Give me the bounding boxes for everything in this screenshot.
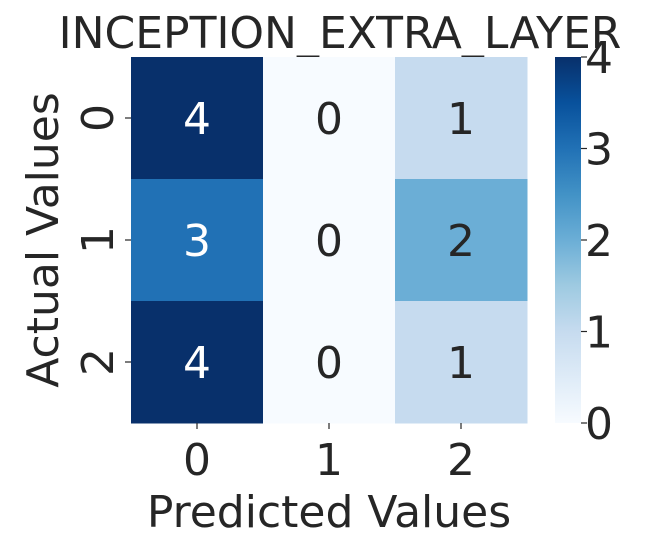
y-axis-label: Actual Values bbox=[18, 92, 69, 388]
colorbar-tick-label-2: 2 bbox=[585, 216, 613, 267]
heatmap-cell-r0-c1 bbox=[263, 57, 396, 180]
heatmap-cell-r2-c0 bbox=[131, 301, 264, 424]
heatmap-cell-r0-c2 bbox=[395, 57, 528, 180]
cell-value-r0-c2: 1 bbox=[447, 94, 475, 145]
cell-value-r2-c1: 0 bbox=[315, 338, 343, 389]
cell-value-r2-c0: 4 bbox=[183, 338, 211, 389]
cell-value-r1-c1: 0 bbox=[315, 216, 343, 267]
x-axis-ticks: 0 1 2 bbox=[183, 423, 475, 486]
heatmap-cell-r1-c0 bbox=[131, 179, 264, 302]
x-tick-label-1: 1 bbox=[315, 435, 343, 486]
colorbar-tick-label-4: 4 bbox=[585, 33, 613, 84]
colorbar bbox=[555, 57, 581, 423]
cell-value-r1-c2: 2 bbox=[447, 216, 475, 267]
cell-value-r0-c1: 0 bbox=[315, 94, 343, 145]
y-tick-label-0: 0 bbox=[73, 104, 124, 132]
heatmap-cell-r1-c1 bbox=[263, 179, 396, 302]
colorbar-tick-label-0: 0 bbox=[585, 399, 613, 450]
colorbar-ticks: 0 1 2 3 4 bbox=[581, 33, 613, 450]
y-tick-label-1: 1 bbox=[73, 226, 124, 254]
x-axis-label: Predicted Values bbox=[147, 487, 511, 538]
heatmap-cell-r2-c1 bbox=[263, 301, 396, 424]
colorbar-tick-label-1: 1 bbox=[585, 308, 613, 359]
chart-title: INCEPTION_EXTRA_LAYER bbox=[59, 8, 622, 59]
x-tick-label-2: 2 bbox=[447, 435, 475, 486]
heatmap-cells bbox=[131, 57, 528, 424]
heatmap-cell-r2-c2 bbox=[395, 301, 528, 424]
heatmap-cell-r0-c0 bbox=[131, 57, 264, 180]
x-tick-label-0: 0 bbox=[183, 435, 211, 486]
cell-value-r2-c2: 1 bbox=[447, 338, 475, 389]
heatmap-cell-labels: 4 0 1 3 0 2 4 0 1 bbox=[183, 94, 475, 389]
y-axis-ticks: 0 1 2 bbox=[73, 104, 131, 376]
cell-value-r1-c0: 3 bbox=[183, 216, 211, 267]
cell-value-r0-c0: 4 bbox=[183, 94, 211, 145]
heatmap-cell-r1-c2 bbox=[395, 179, 528, 302]
colorbar-tick-label-3: 3 bbox=[585, 125, 613, 176]
y-tick-label-2: 2 bbox=[73, 348, 124, 376]
